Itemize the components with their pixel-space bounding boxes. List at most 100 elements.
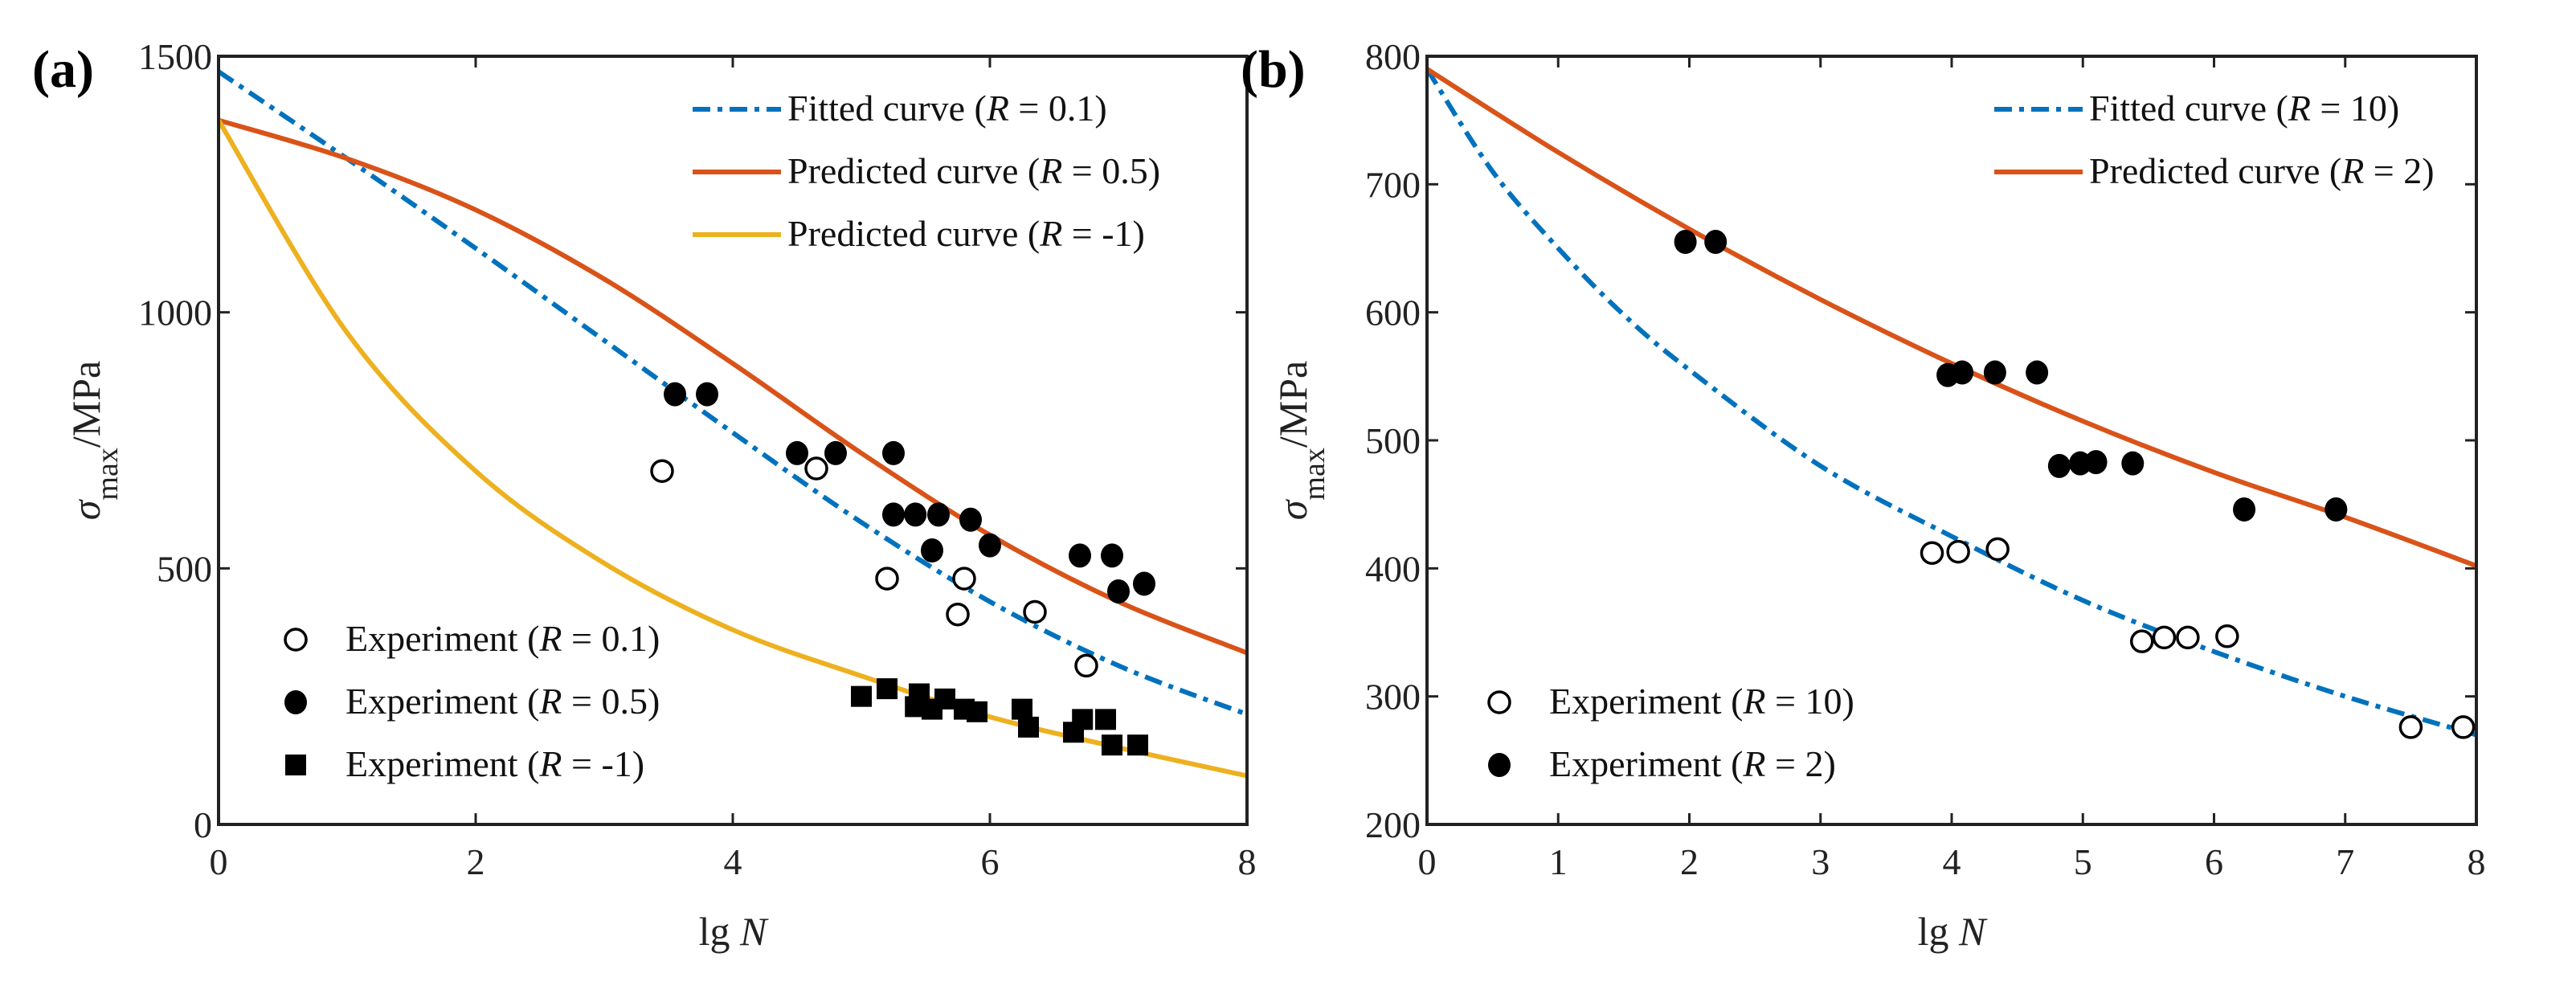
data-point [2233, 497, 2256, 522]
legend-marker-swatch [1487, 690, 1511, 714]
data-point [2129, 629, 2154, 653]
data-point [934, 688, 955, 710]
y-tick-label: 300 [1365, 677, 1421, 718]
legend-line-label: Fitted curve (R = 0.1) [787, 88, 1107, 129]
data-point [946, 602, 970, 627]
axes-frame [217, 55, 1249, 826]
data-point [2398, 715, 2423, 739]
x-axis-label: lg N [699, 909, 769, 954]
chart-panel-a: 0 2 4 6 8 0 500 1000 1500 Fitted curve (R = 0.1) P… [32, 36, 1257, 954]
x-tick-label: 2 [1680, 841, 1699, 882]
x-tick-label: 4 [724, 841, 742, 882]
scatter-series-1 [664, 382, 1155, 604]
y-tick-label: 600 [1365, 292, 1421, 333]
data-point [1074, 653, 1098, 678]
y-tick-label: 1000 [138, 292, 212, 333]
data-point [1985, 537, 2010, 562]
data-point [1674, 230, 1697, 255]
data-point [959, 507, 982, 532]
scatter-series-2 [851, 678, 1148, 756]
data-point [2176, 625, 2200, 650]
y-tick-label: 700 [1365, 164, 1421, 205]
legend-line-label: Predicted curve (R = 0.5) [787, 150, 1160, 191]
data-point [1107, 579, 1130, 604]
legend-marker-label: Experiment (R = 0.5) [346, 681, 660, 722]
data-point [1704, 230, 1728, 255]
data-point [664, 382, 686, 407]
data-point [1102, 734, 1122, 756]
legend-marker-swatch [1488, 753, 1511, 777]
data-point [650, 459, 674, 483]
legend-marker-label: Experiment (R = 2) [1549, 743, 1836, 784]
x-axis-label: lg N [1918, 909, 1988, 954]
panel-label: (a) [32, 40, 94, 99]
data-point [904, 502, 927, 527]
data-point [2084, 450, 2108, 475]
legend-marker-label: Experiment (R = 10) [1549, 681, 1854, 722]
data-point [2121, 451, 2145, 476]
x-tick-label: 5 [2074, 841, 2092, 882]
legend-line-label: Predicted curve (R = 2) [2089, 150, 2435, 191]
chart-panel-b: 0 1 2 3 4 5 6 7 8 200 300 400 500 600 700 800 Fitted cur… [1241, 36, 2486, 954]
data-point [696, 382, 718, 407]
y-axis-label: σmax/MPa [63, 361, 125, 520]
data-point [851, 685, 872, 707]
curves [1427, 67, 2476, 738]
y-tick-label: 1500 [138, 36, 212, 77]
data-point [882, 502, 905, 527]
data-point [921, 538, 943, 563]
data-point [967, 701, 987, 722]
x-tick-label: 6 [981, 841, 1000, 882]
data-point [1946, 539, 1970, 564]
x-tick-label: 1 [1549, 841, 1568, 882]
data-point [875, 566, 899, 591]
data-point [1072, 709, 1094, 730]
scatter-series-0 [1920, 537, 2476, 739]
data-point [2451, 715, 2476, 739]
x-tick-label: 0 [1418, 841, 1437, 882]
y-axis-label: σmax/MPa [1270, 361, 1331, 520]
scatter-series-0 [650, 456, 1098, 678]
data-point [1023, 599, 1047, 624]
x-tick-label: 8 [2468, 841, 2486, 882]
x-tick-label: 6 [2205, 841, 2223, 882]
data-point [1101, 543, 1123, 568]
y-tick-label: 400 [1365, 548, 1421, 589]
data-point [786, 440, 808, 465]
x-tick-label: 4 [1943, 841, 1961, 882]
data-point [1069, 543, 1091, 568]
data-point [952, 566, 976, 591]
curve-line-2 [219, 119, 1247, 779]
axes-frame [1425, 55, 2478, 826]
legend-marker-label: Experiment (R = -1) [346, 743, 644, 784]
data-point [1127, 734, 1148, 756]
legend-marker-label: Experiment (R = 0.1) [346, 618, 660, 659]
data-point [2026, 360, 2049, 385]
legend-line-label: Fitted curve (R = 10) [2089, 88, 2399, 129]
data-point [804, 456, 828, 481]
x-tick-label: 7 [2336, 841, 2354, 882]
x-tick-label: 3 [1811, 841, 1830, 882]
data-point [979, 533, 1001, 558]
x-tick-label: 8 [1238, 841, 1257, 882]
curves [219, 69, 1247, 779]
curve-line-1 [219, 117, 1247, 656]
y-tick-label: 500 [1365, 420, 1421, 461]
legend-line-label: Predicted curve (R = -1) [787, 213, 1145, 254]
panel-label: (b) [1241, 40, 1306, 99]
data-point [1133, 571, 1155, 596]
scatter-series-1 [1674, 230, 2348, 522]
y-tick-label: 800 [1365, 36, 1421, 77]
data-point [2215, 624, 2239, 648]
legend-marker-swatch [285, 755, 306, 775]
data-point [824, 440, 847, 465]
data-point [2047, 453, 2071, 478]
curve-line-1 [1427, 67, 2476, 568]
data-point [2325, 497, 2348, 522]
x-tick-label: 2 [467, 841, 485, 882]
data-point [882, 440, 905, 465]
data-point [2152, 625, 2177, 650]
data-point [1983, 360, 2006, 385]
y-tick-label: 200 [1365, 804, 1421, 845]
